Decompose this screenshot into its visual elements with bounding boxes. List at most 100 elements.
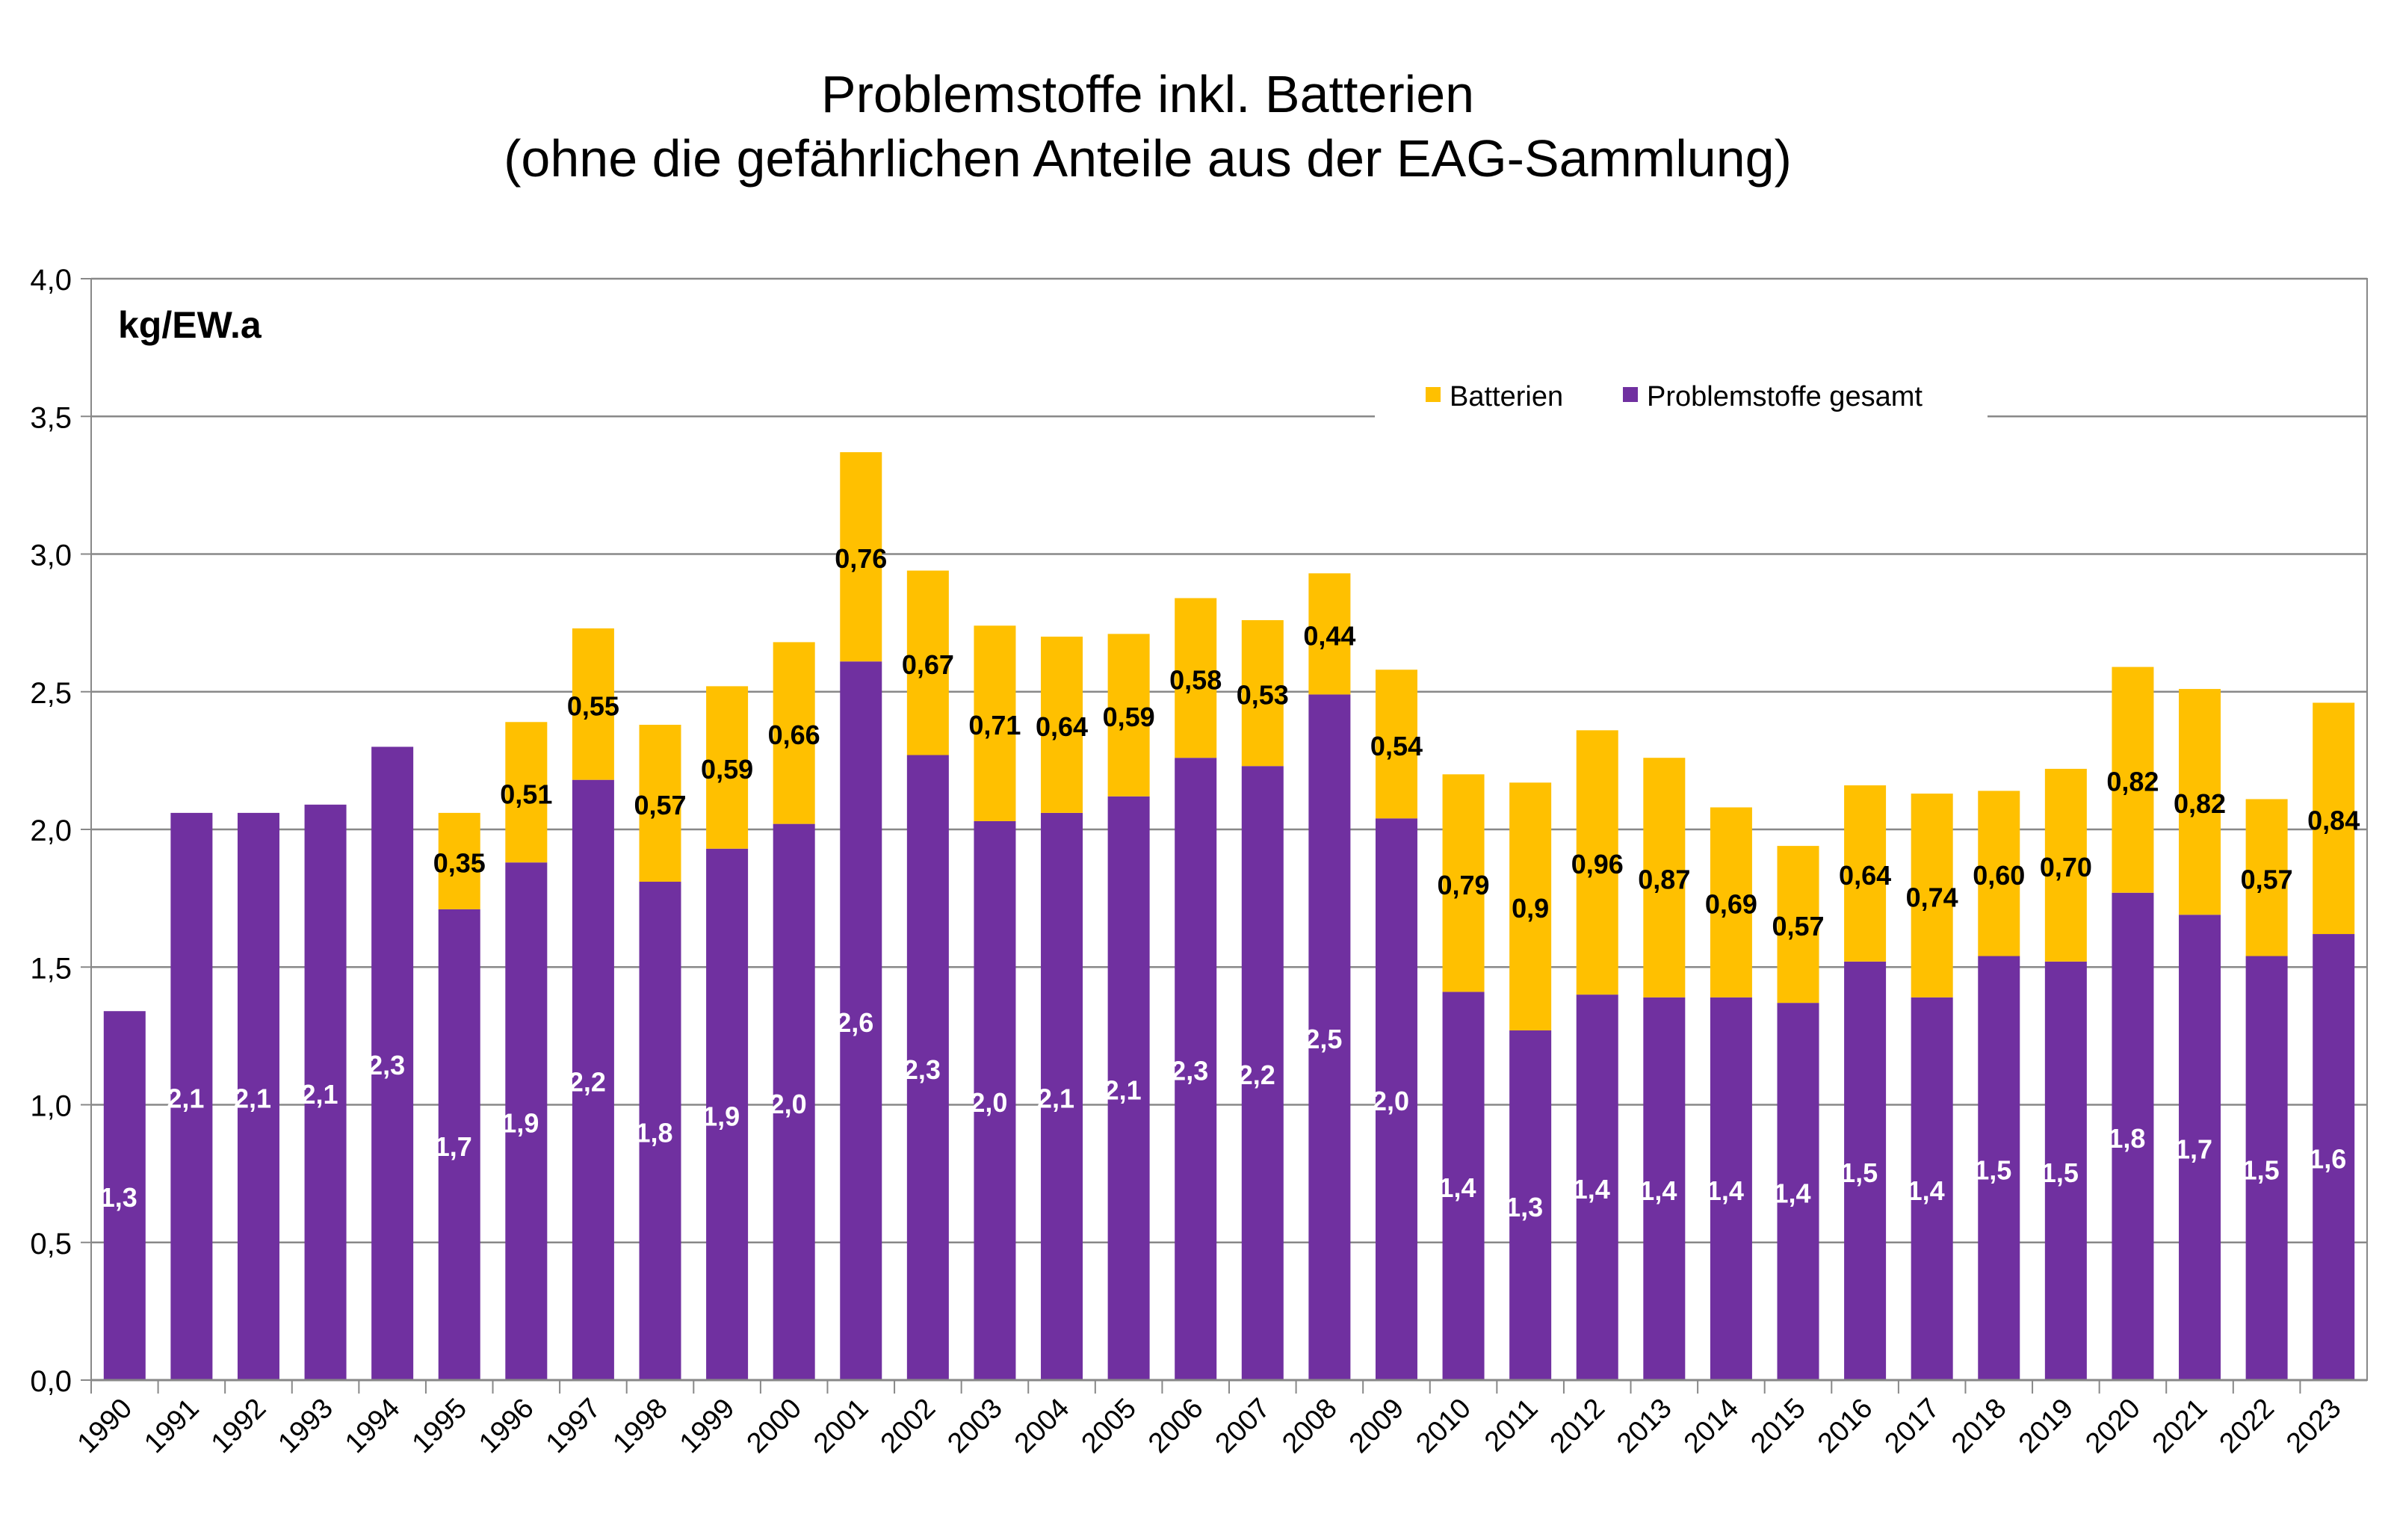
data-label-problemstoffe: 1,4	[1439, 1172, 1476, 1203]
data-label-batterien: 0,53	[1237, 680, 1289, 711]
x-tick-label: 1999	[674, 1393, 740, 1459]
bar-batterien	[1175, 598, 1217, 758]
bar-batterien	[2044, 768, 2087, 962]
data-label-batterien: 0,57	[2241, 864, 2293, 894]
x-tick-label: 1994	[339, 1393, 406, 1459]
x-tick-label: 1993	[272, 1393, 338, 1459]
bar-problemstoffe	[1308, 694, 1351, 1380]
bars	[103, 452, 2355, 1380]
data-label-batterien: 0,64	[1036, 711, 1088, 742]
y-tick-label: 3,0	[30, 539, 72, 572]
data-label-batterien: 0,59	[701, 754, 753, 785]
x-tick-label: 2023	[2280, 1393, 2347, 1459]
legend: Batterien Problemstoffe gesamt	[1375, 370, 1988, 422]
data-label-batterien: 0,66	[768, 720, 820, 750]
data-label-batterien: 0,74	[1906, 882, 1958, 912]
bar-batterien	[505, 722, 548, 863]
bar-batterien	[1911, 794, 1953, 998]
data-label-problemstoffe: 2,3	[903, 1054, 941, 1085]
bar-batterien	[2112, 667, 2154, 893]
data-label-batterien: 0,96	[1571, 849, 1624, 879]
bar-problemstoffe	[1710, 997, 1752, 1380]
bar-problemstoffe	[2245, 956, 2288, 1380]
bar-problemstoffe	[1442, 992, 1485, 1380]
bar-problemstoffe	[1978, 956, 2020, 1380]
data-label-problemstoffe: 2,0	[1372, 1086, 1409, 1116]
unit-label: kg/EW.a	[118, 304, 262, 346]
y-tick-label: 1,5	[30, 952, 72, 985]
data-label-problemstoffe: 1,4	[1573, 1174, 1610, 1205]
data-label-batterien: 0,51	[500, 779, 552, 809]
data-label-batterien: 0,54	[1370, 731, 1423, 761]
x-tick-label: 2009	[1343, 1393, 1410, 1459]
y-tick-label: 4,0	[30, 264, 72, 297]
x-tick-label: 2003	[941, 1393, 1008, 1459]
x-tick-label: 1992	[205, 1393, 272, 1459]
bar-problemstoffe	[974, 820, 1016, 1380]
data-label-batterien: 0,35	[433, 847, 486, 878]
data-label-problemstoffe: 2,5	[1305, 1024, 1342, 1054]
data-label-batterien: 0,60	[1973, 860, 2025, 891]
bar-batterien	[974, 625, 1016, 821]
bar-problemstoffe	[170, 812, 213, 1380]
data-label-problemstoffe: 1,9	[501, 1108, 539, 1139]
data-label-problemstoffe: 1,4	[1773, 1178, 1810, 1209]
data-label-batterien: 0,69	[1705, 889, 1757, 920]
legend-background	[1375, 370, 1988, 422]
x-tick-label: 2012	[1544, 1393, 1611, 1459]
data-label-problemstoffe: 2,2	[569, 1066, 606, 1097]
x-tick-label: 1995	[406, 1393, 473, 1459]
data-label-batterien: 0,82	[2174, 788, 2226, 819]
data-label-problemstoffe: 1,4	[1707, 1175, 1744, 1206]
data-label-problemstoffe: 2,1	[301, 1079, 338, 1110]
x-tick-label: 2000	[741, 1393, 808, 1459]
bar-problemstoffe	[2044, 961, 2087, 1380]
legend-swatch-problemstoffe	[1623, 387, 1638, 402]
x-tick-label: 2016	[1812, 1393, 1878, 1459]
bar-problemstoffe	[1643, 997, 1686, 1380]
x-axis: 1990 1991 1992 1993 1994 1995 1996 1997 1998 1999…	[72, 1379, 2367, 1459]
x-tick-label: 2001	[808, 1393, 874, 1459]
data-label-problemstoffe: 1,8	[2108, 1123, 2145, 1154]
bar-problemstoffe	[237, 812, 279, 1380]
x-tick-label: 2011	[1479, 1393, 1544, 1458]
data-labels: 1,3 2,1 2,1 2,1 2,3 1,7 0,35 1,9 0,51 2,2 0,55 1,8 0…	[100, 543, 2360, 1222]
y-tick-label: 2,0	[30, 814, 72, 847]
data-label-problemstoffe: 1,5	[2041, 1157, 2079, 1188]
bar-problemstoffe	[1107, 796, 1150, 1380]
bar-problemstoffe	[1241, 766, 1284, 1380]
data-label-batterien: 0,9	[1512, 893, 1549, 924]
bar-batterien	[1107, 634, 1150, 797]
x-tick-label: 1997	[540, 1393, 607, 1459]
data-label-problemstoffe: 2,2	[1238, 1060, 1275, 1090]
y-axis: 0,0 0,5 1,0 1,5 2,0 2,5 3,0 3,5 4,0	[30, 264, 91, 1398]
bar-batterien	[1509, 782, 1552, 1031]
bar-batterien	[906, 570, 949, 755]
bar-problemstoffe	[706, 848, 749, 1380]
data-label-problemstoffe: 2,1	[1104, 1074, 1142, 1105]
data-label-batterien: 0,55	[567, 690, 619, 721]
bar-problemstoffe	[1041, 812, 1083, 1380]
y-tick-label: 3,5	[30, 401, 72, 434]
legend-label-batterien: Batterien	[1450, 381, 1563, 412]
bar-batterien	[2313, 702, 2355, 935]
bar-problemstoffe	[438, 909, 480, 1380]
bar-batterien	[1643, 758, 1686, 998]
data-label-problemstoffe: 1,5	[1840, 1157, 1878, 1188]
chart-subtitle: (ohne die gefährlichen Anteile aus der E…	[504, 129, 1792, 188]
bar-batterien	[639, 724, 681, 882]
data-label-batterien: 0,57	[1772, 911, 1824, 941]
legend-swatch-batterien	[1426, 387, 1441, 402]
bar-problemstoffe	[1375, 818, 1417, 1380]
data-label-problemstoffe: 2,1	[167, 1083, 204, 1113]
y-tick-label: 2,5	[30, 677, 72, 710]
data-label-problemstoffe: 1,4	[1908, 1175, 1945, 1206]
bar-problemstoffe	[505, 862, 548, 1380]
bar-problemstoffe	[1911, 997, 1953, 1380]
x-tick-label: 2002	[875, 1393, 941, 1459]
x-tick-label: 2005	[1075, 1393, 1142, 1459]
bar-batterien	[1777, 846, 1819, 1004]
data-label-batterien: 0,82	[2106, 767, 2159, 797]
bar-batterien	[1576, 730, 1618, 995]
